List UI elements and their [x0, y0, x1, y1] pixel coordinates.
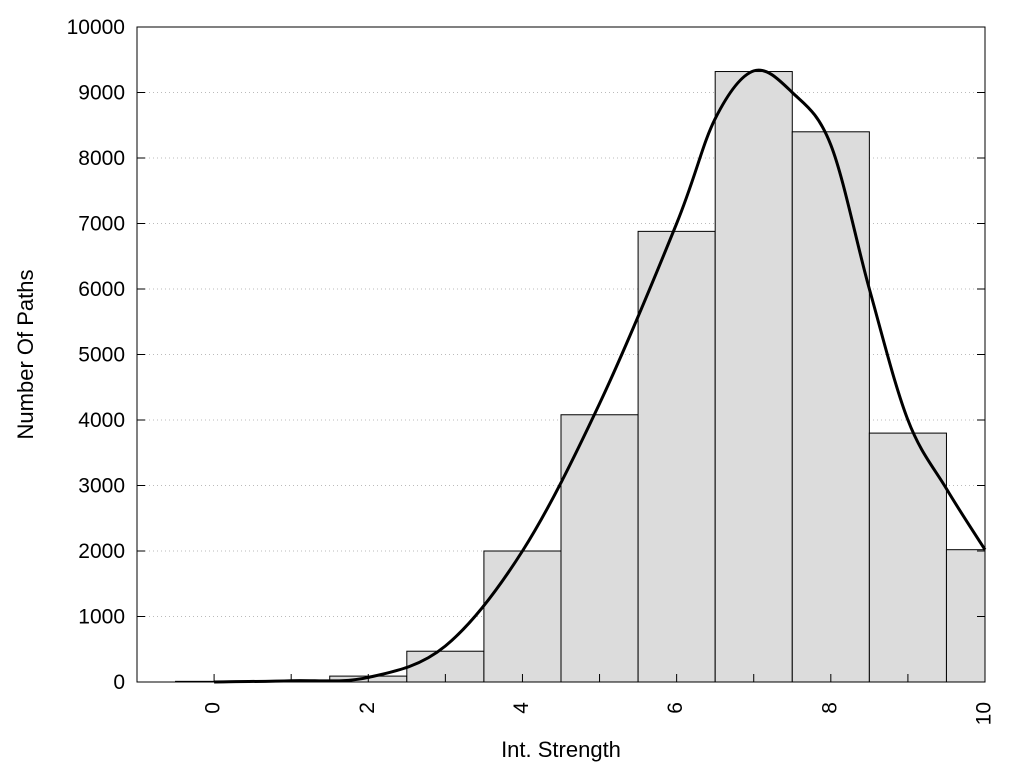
y-tick-label: 0 — [113, 671, 125, 694]
histogram-bar — [945, 549, 986, 683]
y-axis-label: Number Of Paths — [13, 270, 38, 440]
histogram-bar — [483, 550, 562, 683]
x-tick-label: 2 — [356, 702, 379, 714]
y-tick-label: 3000 — [78, 475, 125, 498]
bars-layer — [175, 71, 986, 683]
fit-curve — [214, 68, 987, 684]
y-tick-label: 5000 — [78, 344, 125, 367]
y-tick-label: 10000 — [67, 16, 125, 39]
histogram-bar — [637, 230, 716, 683]
y-tick-label: 9000 — [78, 82, 125, 105]
x-axis-label: Int. Strength — [501, 737, 621, 762]
ticks-layer: 0100020003000400050006000700080009000100… — [67, 16, 996, 725]
histogram-bar — [868, 432, 947, 683]
x-tick-label: 6 — [664, 702, 687, 714]
x-tick-label: 0 — [202, 702, 225, 714]
y-tick-label: 4000 — [78, 409, 125, 432]
y-tick-label: 7000 — [78, 213, 125, 236]
x-tick-label: 4 — [510, 702, 533, 714]
x-tick-label: 10 — [973, 702, 996, 725]
histogram-bar — [714, 71, 793, 683]
x-tick-label: 8 — [818, 702, 841, 714]
y-tick-label: 8000 — [78, 147, 125, 170]
y-tick-label: 1000 — [78, 606, 125, 629]
curve-layer — [214, 68, 987, 684]
y-tick-label: 6000 — [78, 278, 125, 301]
histogram-bar — [791, 131, 870, 683]
y-tick-label: 2000 — [78, 540, 125, 563]
histogram-bar — [560, 414, 639, 683]
